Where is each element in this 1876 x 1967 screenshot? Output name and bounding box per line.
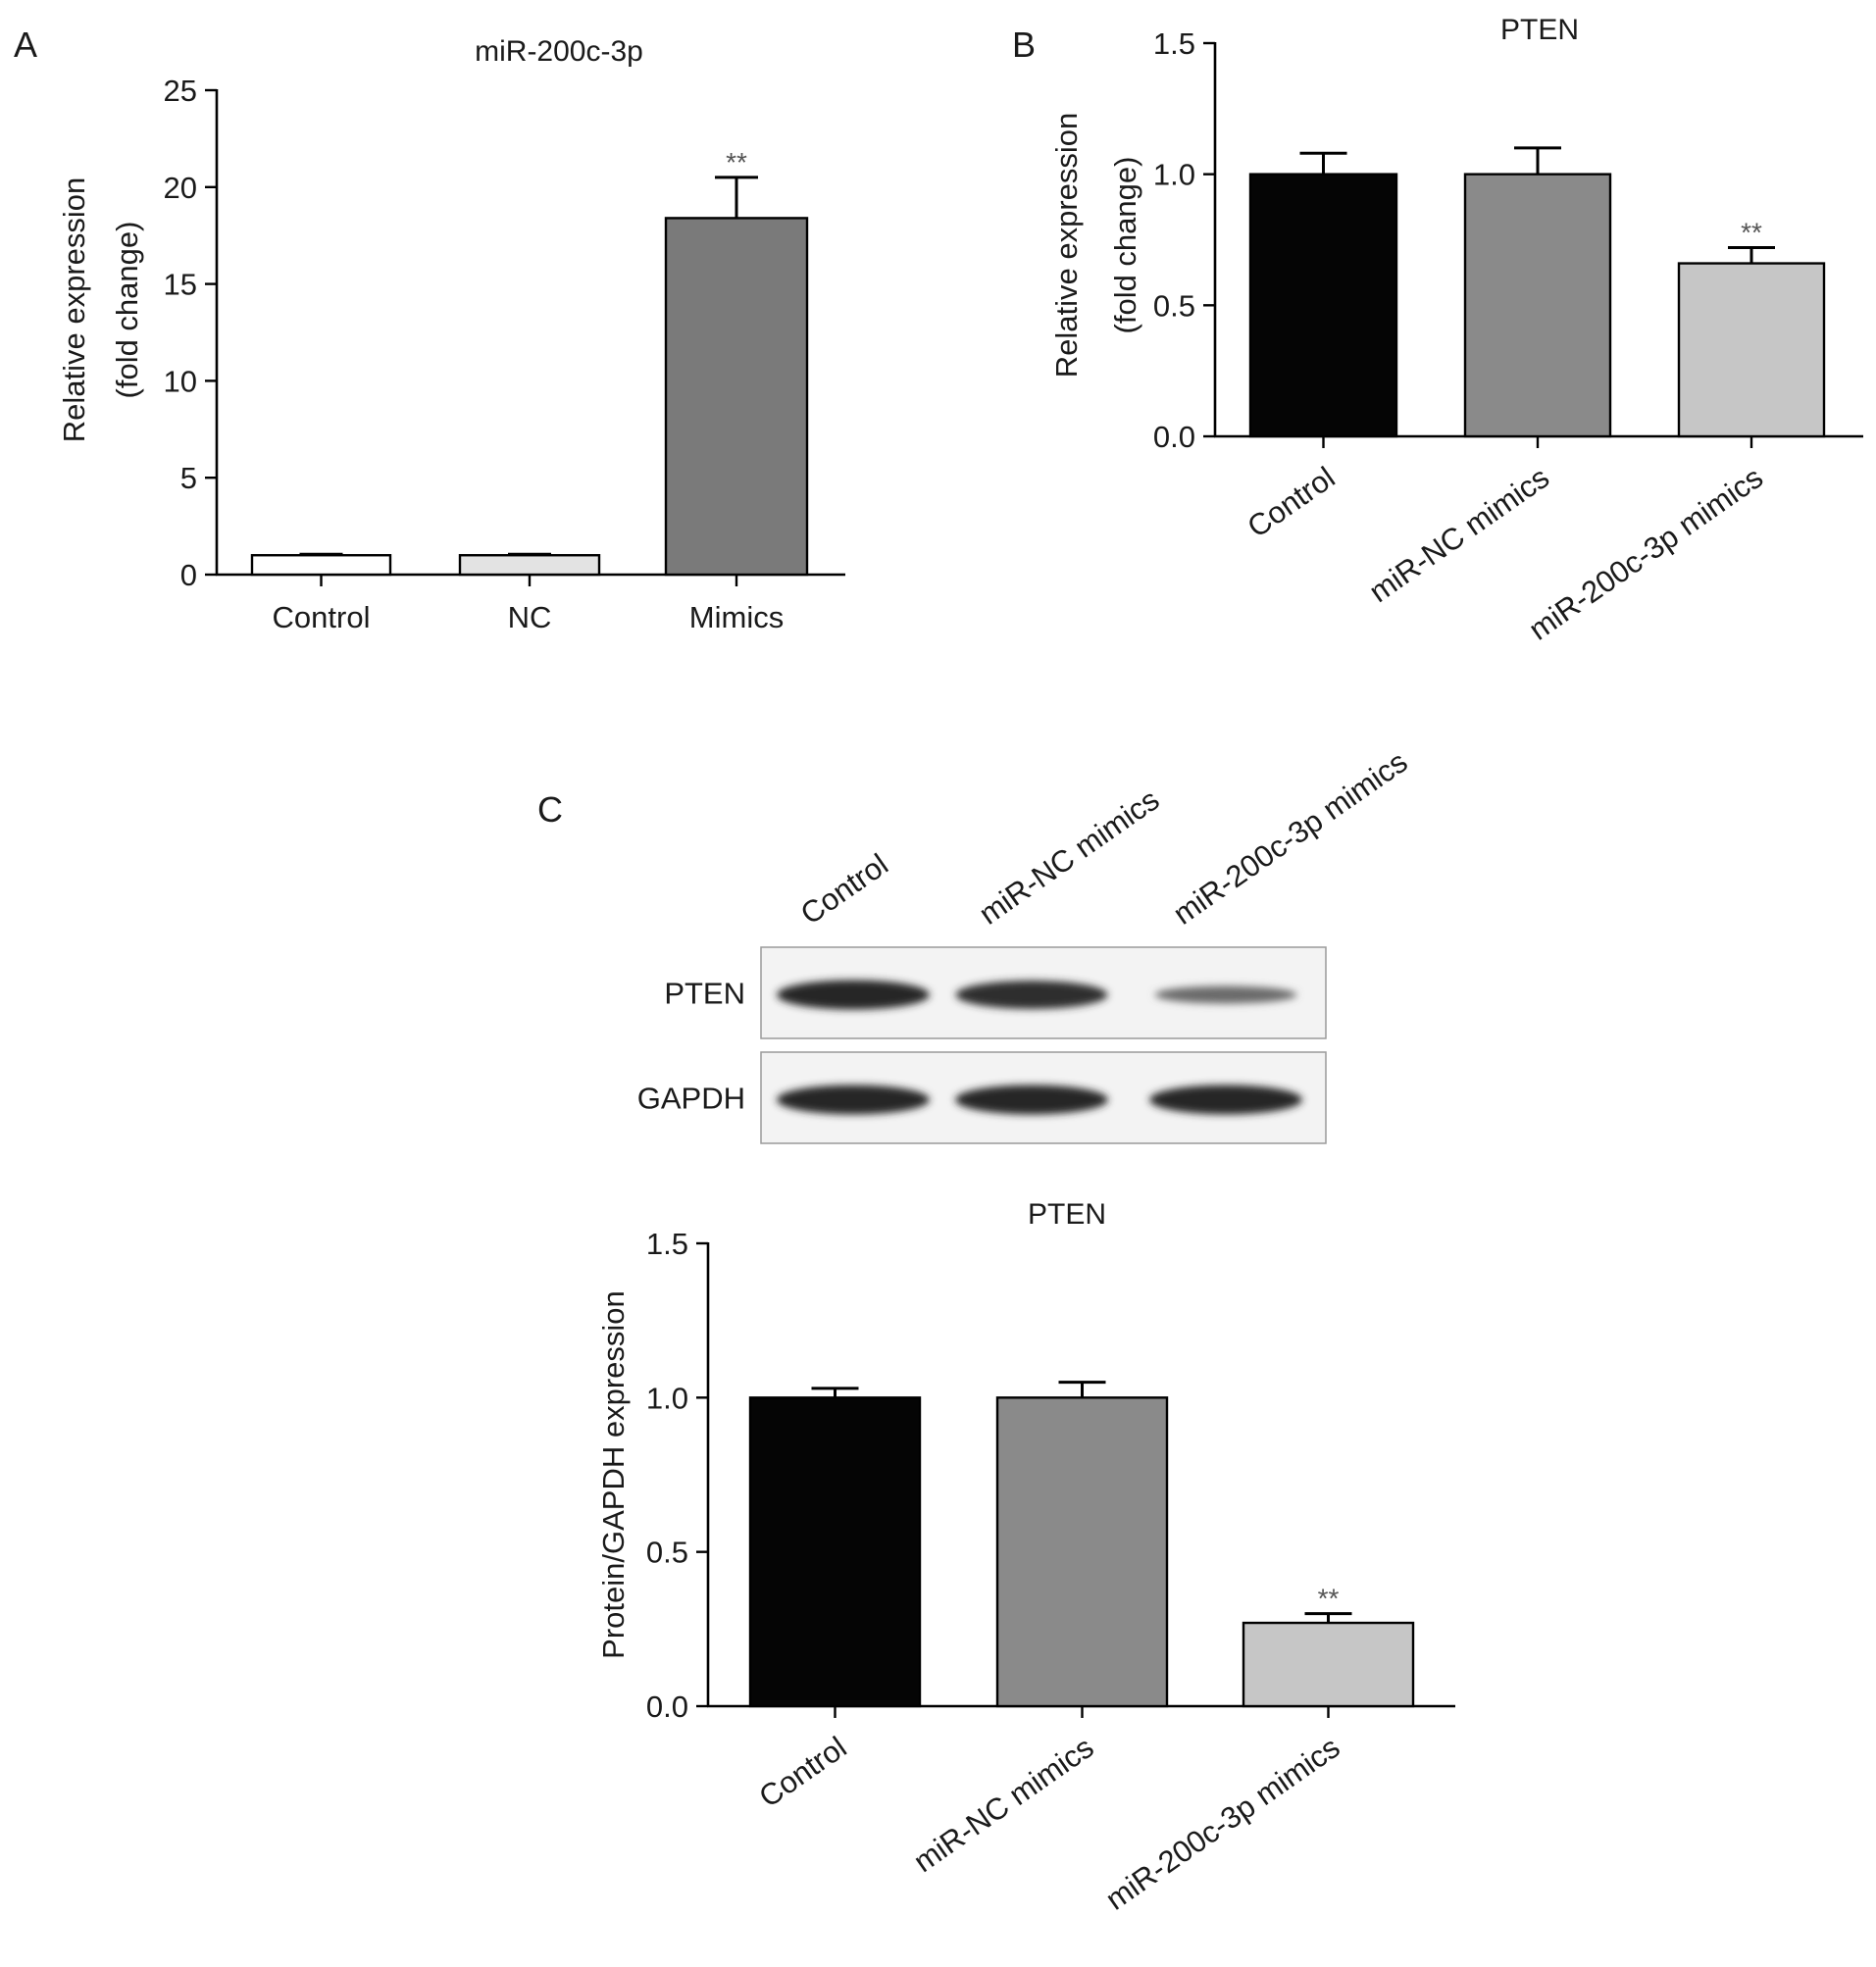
chart-b-bar-1 <box>1248 173 1398 438</box>
chart-b-pten-relative-expression: PTEN Relative expression (fold change) 0.0 0… <box>1049 14 1863 647</box>
panel-letter-c: C <box>537 789 563 830</box>
blot-band <box>777 1084 930 1115</box>
chart-c-ytick-label: 1.5 <box>646 1227 688 1261</box>
chart-b-ytick-label: 1.5 <box>1153 26 1195 61</box>
chart-b-title: PTEN <box>1500 14 1579 46</box>
chart-a-relative-expression-mir200c: miR-200c-3p Relative expression (fold chan… <box>57 35 845 634</box>
blot-lane-label: Control <box>794 847 894 932</box>
chart-c-bar-3 <box>1242 1621 1415 1708</box>
chart-a-ylabel-line2: (fold change) <box>110 222 144 399</box>
chart-a-title: miR-200c-3p <box>475 35 643 68</box>
chart-a-ytick-label: 10 <box>164 364 197 398</box>
chart-a-category-label: NC <box>508 600 552 634</box>
chart-a-ylabel: Relative expression <box>57 177 91 443</box>
blot-lane-label: miR-200c-3p mimics <box>1167 744 1413 932</box>
chart-a-bar-1 <box>250 554 392 577</box>
chart-b-category-label: miR-NC mimics <box>1363 460 1555 609</box>
chart-c-title: PTEN <box>1028 1198 1106 1231</box>
chart-b-category-label: miR-200c-3p mimics <box>1523 460 1769 647</box>
blot-band <box>955 981 1108 1009</box>
chart-a-ytick-label: 0 <box>180 558 197 592</box>
panel-letter-b: B <box>1012 25 1036 65</box>
chart-c-ylabel: Protein/GAPDH expression <box>596 1290 631 1659</box>
chart-b-category-label: Control <box>1242 460 1342 544</box>
chart-a-category-label: Mimics <box>689 600 784 634</box>
chart-c-category-label: miR-200c-3p mimics <box>1099 1730 1345 1917</box>
chart-c-ytick-label: 1.0 <box>646 1381 688 1415</box>
chart-b-ylabel: Relative expression <box>1049 113 1084 378</box>
chart-b-ytick-label: 0.5 <box>1153 288 1195 323</box>
blot-band <box>955 1084 1108 1115</box>
chart-b-bar-2 <box>1463 173 1612 438</box>
chart-a-ytick-label: 25 <box>164 74 197 108</box>
chart-a-ytick-label: 5 <box>180 461 197 495</box>
chart-b-significance-mark: ** <box>1741 218 1762 248</box>
chart-c-category-label: miR-NC mimics <box>907 1730 1099 1879</box>
western-blot: Control miR-NC mimics miR-200c-3p mimics PT… <box>637 744 1413 1144</box>
blot-lane-label: miR-NC mimics <box>973 782 1165 932</box>
chart-c-significance-mark: ** <box>1318 1584 1340 1614</box>
blot-row-label: PTEN <box>664 977 745 1011</box>
blot-row-label: GAPDH <box>637 1082 745 1116</box>
blot-band <box>1149 1084 1302 1115</box>
chart-a-significance-mark: ** <box>726 147 747 177</box>
blot-band <box>777 980 930 1010</box>
chart-b-ytick-label: 0.0 <box>1153 420 1195 454</box>
blot-band <box>1154 985 1297 1004</box>
chart-a-ytick-label: 15 <box>164 268 197 302</box>
chart-b-ytick-label: 1.0 <box>1153 158 1195 192</box>
chart-c-category-label: Control <box>753 1730 853 1814</box>
chart-b-ylabel-line2: (fold change) <box>1108 157 1142 334</box>
chart-c-ytick-label: 0.5 <box>646 1536 688 1570</box>
chart-a-bar-2 <box>458 554 601 577</box>
chart-c-bar-1 <box>748 1396 922 1708</box>
chart-a-bar-3 <box>664 217 809 577</box>
chart-c-ytick-label: 0.0 <box>646 1690 688 1724</box>
panel-letter-a: A <box>14 25 37 65</box>
chart-a-ytick-label: 20 <box>164 171 197 205</box>
chart-c-bar-2 <box>995 1396 1169 1708</box>
chart-a-category-label: Control <box>273 600 371 634</box>
chart-b-bar-3 <box>1677 262 1826 438</box>
chart-c-pten-protein-expression: PTEN Protein/GAPDH expression 0.0 0.5 1.0 1.5… <box>596 1198 1455 1917</box>
